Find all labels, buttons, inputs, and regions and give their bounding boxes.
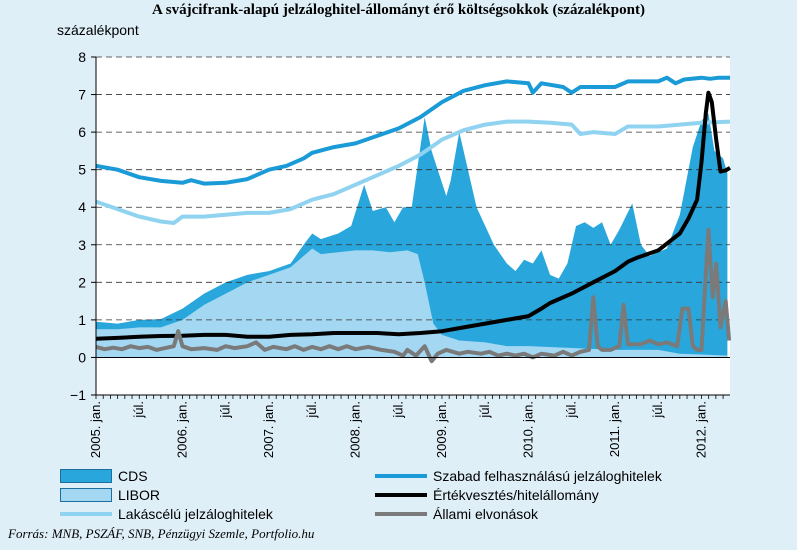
legend-line: [60, 511, 112, 516]
legend-line: [375, 492, 427, 497]
legend-line: [375, 511, 427, 516]
y-tick-label: 7: [78, 87, 86, 103]
series-line: [95, 75, 730, 186]
y-tick-label: 8: [78, 49, 86, 65]
x-tick-label: 2006. jan.: [174, 401, 189, 458]
legend-item: LIBOR: [60, 485, 273, 504]
x-tick-label: júl.: [218, 401, 233, 419]
legend-label: Értékvesztés/hitelállomány: [433, 486, 599, 503]
legend-item: Lakáscélú jelzáloghitelek: [60, 504, 273, 523]
legend-label: Lakáscélú jelzáloghitelek: [118, 505, 273, 522]
x-tick-label: 2009. jan.: [434, 401, 449, 458]
legend-left: CDS LIBOR Lakáscélú jelzáloghitelek: [60, 466, 273, 523]
y-tick-label: 0: [78, 349, 86, 365]
x-tick-label: júl.: [477, 401, 492, 419]
legend-swatch: [60, 487, 112, 502]
x-tick-label: júl.: [304, 401, 319, 419]
x-tick-label: júl.: [564, 401, 579, 419]
series-line: [95, 90, 732, 341]
legend-item: Értékvesztés/hitelállomány: [375, 485, 662, 504]
legend-label: CDS: [118, 467, 148, 484]
y-tick-label: 5: [78, 162, 86, 178]
y-tick-label: 2: [78, 274, 86, 290]
chart-title: A svájcifrank-alapú jelzáloghitel-állomá…: [152, 2, 645, 18]
x-tick-label: júl.: [650, 401, 665, 419]
source-note: Forrás: MNB, PSZÁF, SNB, Pénzügyi Szemle…: [8, 526, 315, 541]
x-tick-label: 2007. jan.: [261, 401, 276, 458]
legend-swatch: [60, 468, 112, 483]
legend-line: [375, 473, 427, 478]
x-tick-label: 2012. jan.: [693, 401, 708, 458]
legend-item: Szabad felhasználású jelzáloghitelek: [375, 466, 662, 485]
legend-label: Állami elvonások: [433, 505, 539, 522]
x-tick-label: júl.: [131, 401, 146, 419]
legend-item: CDS: [60, 466, 273, 485]
legend-right: Szabad felhasználású jelzáloghitelek Érté…: [375, 466, 662, 523]
x-tick-label: 2010. jan.: [520, 401, 535, 458]
legend-label: Szabad felhasználású jelzáloghitelek: [433, 467, 662, 484]
y-tick-label: 6: [78, 124, 86, 140]
chart-plot: −1 0 1 2 3 4 5 6 7 8 2005. jan. júl. 2006. jan. júl. 2…: [70, 49, 732, 458]
x-tick-label: 2011. jan.: [607, 401, 622, 457]
series-line: [95, 227, 732, 364]
x-tick-label: 2005. jan.: [88, 401, 103, 458]
y-tick-label: 3: [78, 237, 86, 253]
series-line: [95, 119, 731, 225]
x-tick-label: 2008. jan.: [347, 401, 362, 458]
area-libor: [96, 248, 728, 358]
y-tick-label: 1: [78, 312, 86, 328]
y-tick-label: 4: [78, 199, 86, 215]
legend-label: LIBOR: [118, 486, 161, 503]
y-axis-label: százalékpont: [57, 22, 139, 38]
legend-item: Állami elvonások: [375, 504, 662, 523]
x-tick-label: júl.: [391, 401, 406, 419]
y-tick-label: −1: [70, 387, 86, 403]
